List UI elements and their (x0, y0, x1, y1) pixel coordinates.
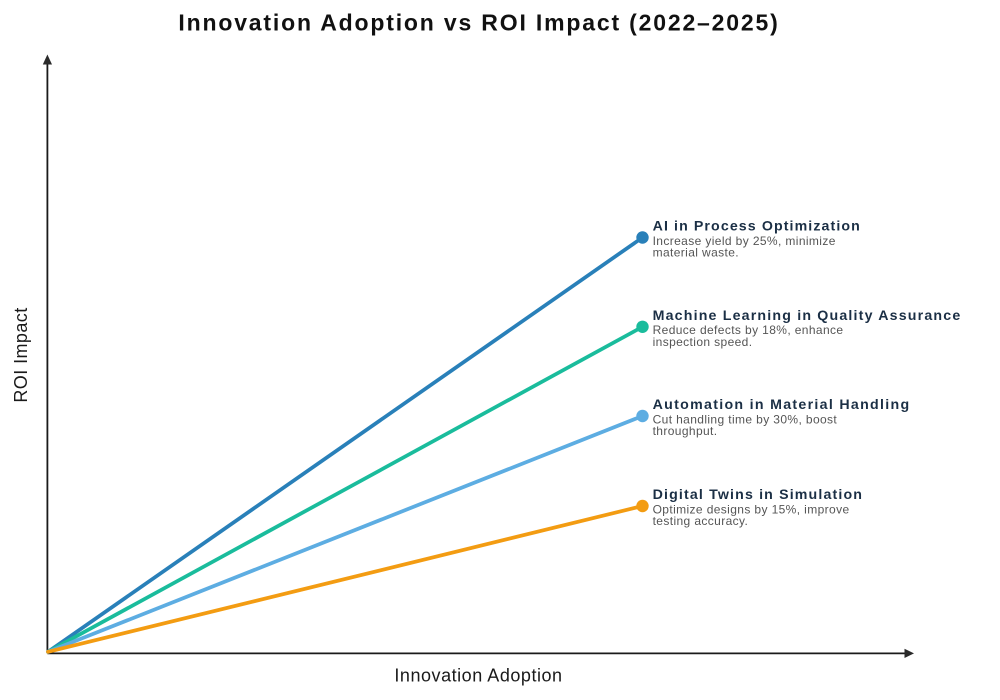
svg-text:Increase yield by 25%, minimiz: Increase yield by 25%, minimize (653, 234, 836, 248)
svg-text:Cut handling time by 30%, boos: Cut handling time by 30%, boost (653, 412, 838, 426)
svg-text:testing accuracy.: testing accuracy. (653, 514, 749, 528)
svg-text:Optimize designs by 15%, impro: Optimize designs by 15%, improve (653, 502, 850, 516)
svg-text:ROI Impact: ROI Impact (11, 307, 31, 402)
svg-text:material waste.: material waste. (653, 246, 739, 260)
svg-text:Innovation Adoption: Innovation Adoption (394, 665, 562, 685)
svg-text:inspection speed.: inspection speed. (653, 335, 753, 349)
svg-text:Automation in Material Handlin: Automation in Material Handling (653, 397, 911, 413)
svg-text:Reduce defects by 18%, enhance: Reduce defects by 18%, enhance (653, 323, 844, 337)
svg-text:Innovation Adoption vs ROI Imp: Innovation Adoption vs ROI Impact (2022–… (178, 10, 779, 36)
svg-text:throughput.: throughput. (653, 424, 718, 438)
svg-text:Machine Learning in Quality As: Machine Learning in Quality Assurance (653, 308, 962, 324)
svg-text:Digital Twins in Simulation: Digital Twins in Simulation (653, 487, 864, 503)
svg-text:AI in Process Optimization: AI in Process Optimization (653, 219, 861, 235)
